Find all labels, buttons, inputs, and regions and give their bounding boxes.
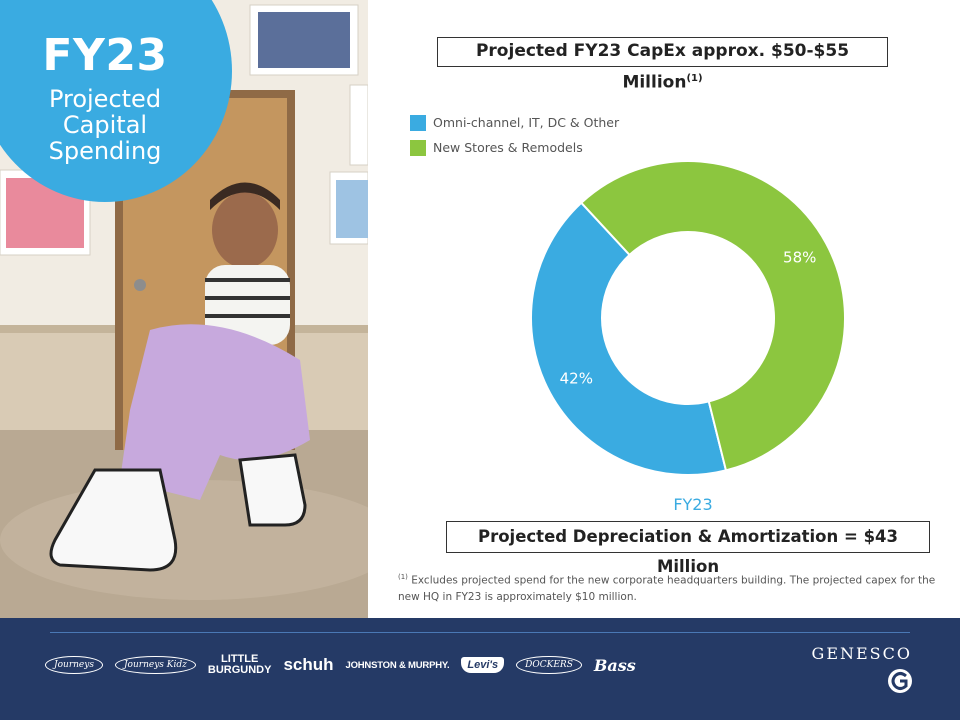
chart-title-footnote-marker: (1) [686, 73, 703, 84]
badge-subtitle-line-2: Capital [62, 111, 148, 139]
little-burgundy-logo[interactable]: LITTLE BURGUNDY [208, 654, 272, 676]
chart-x-label: FY23 [673, 495, 713, 514]
genesco-wordmark: GENESCO [811, 644, 912, 663]
donut-label-0: 42% [560, 369, 593, 387]
legend-label-stores: New Stores & Remodels [433, 140, 583, 155]
footnote-marker: (1) [398, 573, 408, 581]
badge-year: FY23 [42, 30, 168, 81]
genesco-g-icon [888, 669, 912, 693]
chart-legend: Omni-channel, IT, DC & Other New Stores … [410, 110, 619, 160]
bass-logo[interactable]: Bass [593, 655, 636, 675]
capex-donut-chart: 42% 58% [530, 160, 846, 476]
badge-subtitle-line-3: Spending [48, 137, 162, 165]
little-burgundy-bottom: BURGUNDY [207, 664, 272, 676]
badge-subtitle-line-1: Projected [48, 85, 162, 113]
schuh-logo[interactable]: schuh [283, 655, 334, 674]
journeys-logo[interactable]: Journeys [45, 656, 103, 674]
donut-slice-0 [530, 201, 728, 476]
footer-divider [50, 632, 910, 633]
dockers-logo[interactable]: DOCKERS [516, 656, 582, 674]
legend-item-stores: New Stores & Remodels [410, 135, 619, 160]
footnote: (1) Excludes projected spend for the new… [398, 569, 950, 605]
footer-bar: Journeys Journeys Kidz LITTLE BURGUNDY s… [0, 618, 960, 720]
journeys-kidz-logo[interactable]: Journeys Kidz [114, 656, 196, 674]
donut-label-1: 58% [783, 249, 816, 267]
chart-title: Projected FY23 CapEx approx. $50-$55 Mil… [437, 37, 888, 93]
johnston-murphy-logo[interactable]: JOHNSTON & MURPHY. [345, 659, 450, 671]
levis-logo[interactable]: Levi's [461, 657, 505, 673]
brand-logos: Journeys Journeys Kidz LITTLE BURGUNDY s… [45, 648, 648, 682]
footnote-text: Excludes projected spend for the new cor… [398, 574, 936, 603]
legend-label-omni: Omni-channel, IT, DC & Other [433, 115, 620, 130]
depreciation-box: Projected Depreciation & Amortization = … [446, 521, 930, 576]
donut-slice-1 [579, 160, 846, 472]
hero-photo: FY23 Projected Capital Spending [0, 0, 368, 618]
legend-item-omni: Omni-channel, IT, DC & Other [410, 110, 619, 135]
little-burgundy-top: LITTLE [221, 653, 259, 665]
legend-swatch-stores [410, 139, 426, 156]
badge-subtitle: Projected Capital Spending [0, 86, 210, 164]
legend-swatch-omni [410, 114, 426, 131]
chart-title-text: Projected FY23 CapEx approx. $50-$55 Mil… [475, 41, 850, 93]
